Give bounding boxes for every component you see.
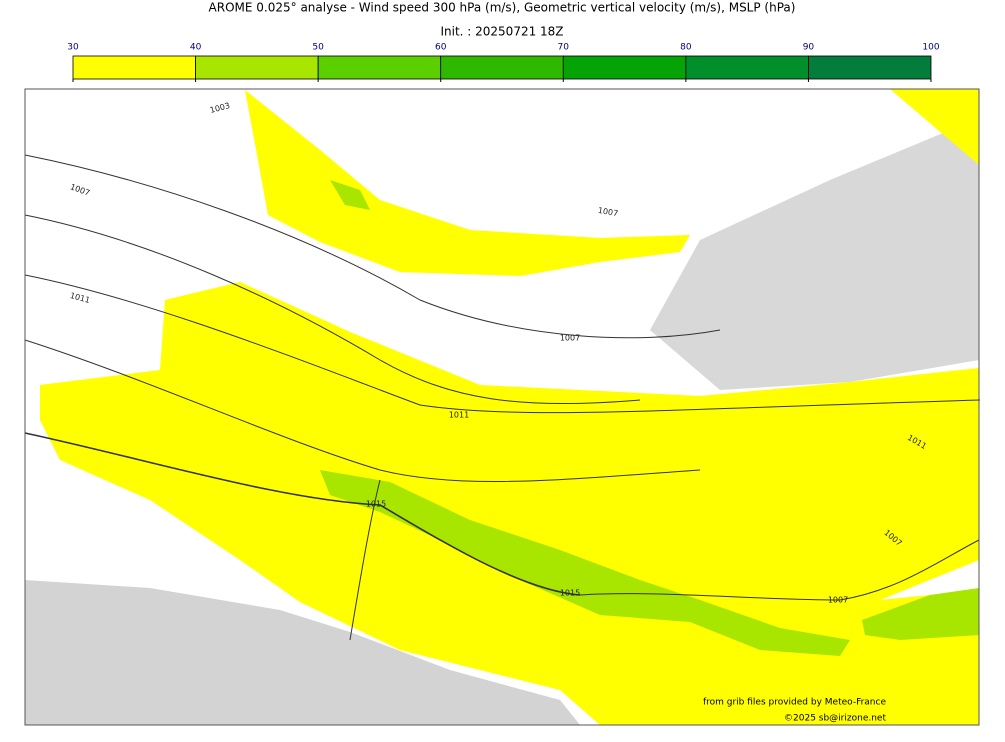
colorbar-tick-label: 30: [67, 43, 79, 53]
colorbar-tick-label: 70: [558, 43, 570, 53]
colorbar-tick-label: 50: [312, 43, 324, 53]
title: AROME 0.025° analyse - Wind speed 300 hP…: [209, 1, 796, 15]
wind-area-green: [330, 180, 370, 210]
colorbar-tick-label: 100: [922, 43, 939, 53]
isobar-label: 1015: [366, 500, 386, 509]
colorbar-segment: [440, 55, 564, 80]
isobar: [24, 214, 641, 405]
isobar-label: 1007: [828, 596, 848, 605]
credit: ©2025 sb@irizone.net: [784, 714, 886, 724]
wind-area-green: [320, 470, 850, 656]
isobar-label: 1011: [449, 411, 469, 420]
colorbar-segment: [562, 55, 687, 80]
isobar: [24, 274, 981, 414]
colorbar-segment: [685, 55, 809, 80]
colorbar-tick-label: 90: [803, 43, 815, 53]
colorbar-segment: [72, 55, 196, 80]
wind-area-green: [862, 588, 979, 640]
isobar: [24, 339, 701, 483]
colorbar-segment: [808, 55, 932, 80]
credit: from grib files provided by Meteo-France: [703, 698, 886, 708]
map-area: [24, 88, 981, 726]
subtitle: Init. : 20250721 18Z: [440, 25, 563, 39]
wind-area: [890, 89, 979, 165]
isobar-label: 1007: [597, 206, 619, 218]
isobar-label: 1015: [560, 589, 580, 598]
isobar: [24, 432, 581, 596]
isobar-label: 1007: [560, 334, 580, 343]
wind-area: [40, 282, 979, 725]
coastline: [349, 479, 381, 641]
isobar: [579, 539, 980, 601]
map-frame: [24, 88, 980, 726]
wind-area: [245, 90, 690, 276]
colorbar-segment: [195, 55, 319, 80]
colorbar-tick-label: 40: [190, 43, 202, 53]
gray-area: [650, 118, 979, 390]
gray-area: [25, 580, 580, 725]
colorbar-tick-label: 80: [680, 43, 692, 53]
isobar: [24, 154, 721, 339]
colorbar: 30 40 50 60 70 80 90 100: [67, 43, 940, 82]
colorbar-tick-label: 60: [435, 43, 447, 53]
colorbar-segment: [317, 55, 442, 80]
